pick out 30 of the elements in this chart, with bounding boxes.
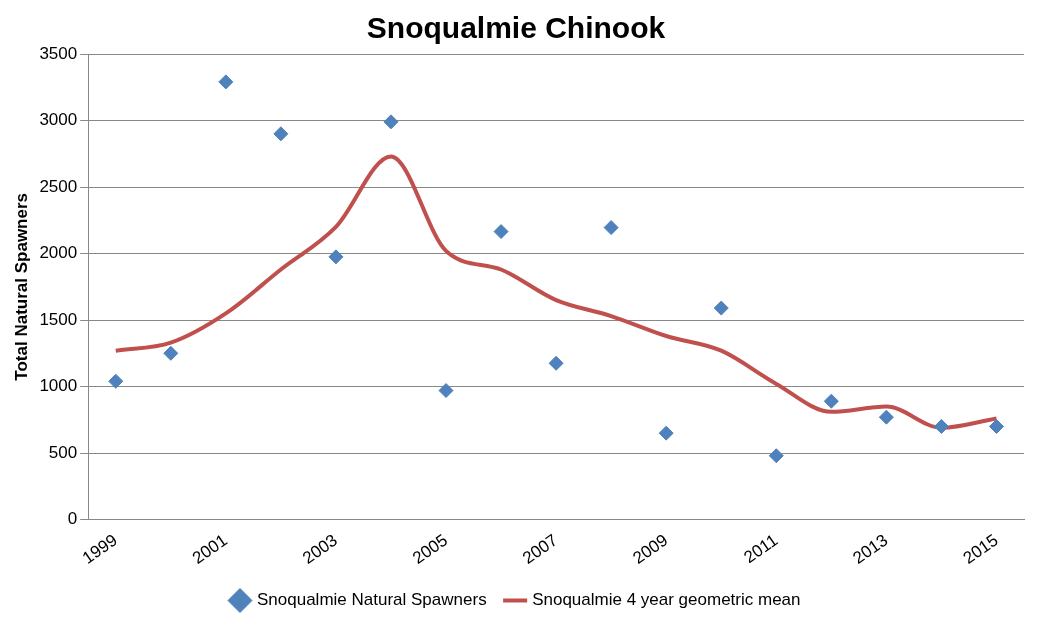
- point: [328, 249, 344, 265]
- y-tick-label: 1500: [39, 309, 78, 329]
- point: [933, 418, 949, 434]
- y-tick-label: 1000: [39, 376, 78, 396]
- point: [713, 300, 729, 316]
- legend-label: Snoqualmie Natural Spawners: [257, 590, 487, 610]
- point: [988, 418, 1004, 434]
- y-tick-label: 3000: [39, 110, 78, 130]
- point: [218, 74, 234, 90]
- y-tick-label: 500: [48, 442, 78, 462]
- point: [383, 114, 399, 130]
- point: [493, 224, 509, 240]
- point: [603, 220, 619, 236]
- point: [273, 126, 289, 142]
- x-tick-label: 2011: [740, 530, 782, 568]
- point: [823, 393, 839, 409]
- point: [768, 448, 784, 464]
- chart-title: Snoqualmie Chinook: [366, 11, 666, 45]
- legend-label: Snoqualmie 4 year geometric mean: [532, 590, 801, 610]
- point: [548, 355, 564, 371]
- y-tick-label: 0: [67, 509, 78, 529]
- y-tick-label: 2000: [39, 243, 78, 263]
- y-axis-title: Total Natural Spawners: [11, 192, 31, 381]
- point: [108, 373, 124, 389]
- y-tick-label: 2500: [39, 176, 78, 196]
- point: [878, 409, 894, 425]
- point: [438, 383, 454, 399]
- y-tick-label: 3500: [39, 43, 78, 63]
- point: [163, 345, 179, 361]
- point: [658, 425, 674, 441]
